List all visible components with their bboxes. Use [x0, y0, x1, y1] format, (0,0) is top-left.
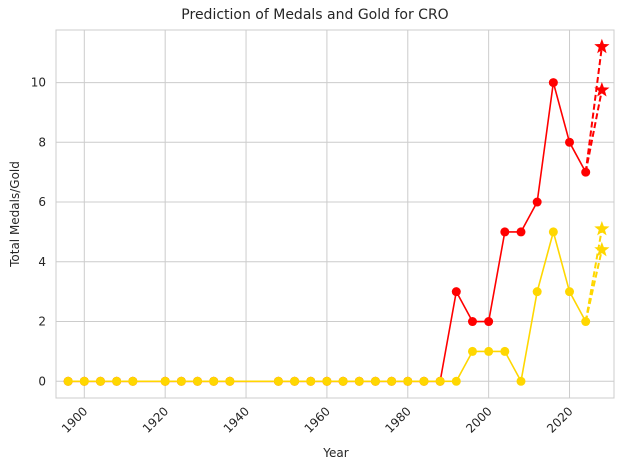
data-point-total: [467, 317, 477, 327]
data-point-gold: [322, 376, 332, 386]
plot-frame: [55, 29, 615, 399]
data-point-total: [516, 227, 526, 237]
y-tick-label: 4: [38, 255, 46, 269]
data-point-gold: [548, 227, 558, 237]
data-point-gold: [532, 287, 542, 297]
data-point-gold: [467, 346, 477, 356]
data-point-gold: [176, 376, 186, 386]
data-point-total: [532, 197, 542, 207]
data-point-gold: [419, 376, 429, 386]
data-point-gold: [338, 376, 348, 386]
data-point-total: [484, 317, 494, 327]
data-point-gold: [290, 376, 300, 386]
data-point-total: [581, 167, 591, 177]
series-gold: [63, 227, 591, 386]
data-point-gold: [79, 376, 89, 386]
data-point-gold: [225, 376, 235, 386]
y-tick-label: 2: [38, 315, 46, 329]
data-point-total: [451, 287, 461, 297]
data-point-gold: [63, 376, 73, 386]
series-line-total-prediction-upper: [584, 46, 603, 173]
prediction-star-total-prediction-lower: [594, 82, 610, 97]
data-point-gold: [112, 376, 122, 386]
y-axis-label: Total Medals/Gold: [8, 161, 22, 268]
series-line-gold: [68, 231, 587, 383]
data-point-gold: [306, 376, 316, 386]
data-point-gold: [128, 376, 138, 386]
data-point-gold: [484, 346, 494, 356]
data-point-gold: [370, 376, 380, 386]
series-line-gold-prediction-upper: [584, 228, 603, 322]
data-point-gold: [160, 376, 170, 386]
series-layer: [63, 38, 610, 386]
data-point-gold: [581, 317, 591, 327]
data-point-gold: [387, 376, 397, 386]
series-total-prediction-lower: [584, 82, 610, 173]
grid: [56, 30, 614, 398]
data-point-gold: [95, 376, 105, 386]
prediction-star-gold-prediction-upper: [594, 220, 610, 236]
data-point-gold: [516, 376, 526, 386]
data-point-gold: [565, 287, 575, 297]
series-total-prediction-upper: [584, 38, 610, 173]
data-point-gold: [435, 376, 445, 386]
data-point-gold: [451, 376, 461, 386]
data-point-total: [548, 78, 558, 88]
data-point-total: [565, 137, 575, 147]
prediction-star-total-prediction-upper: [594, 38, 610, 54]
chart-title: Prediction of Medals and Gold for CRO: [181, 7, 448, 23]
data-point-gold: [209, 376, 219, 386]
series-gold-prediction-upper: [584, 220, 610, 322]
y-tick-label: 10: [31, 76, 46, 90]
y-tick-label: 8: [38, 135, 46, 149]
prediction-star-gold-prediction-lower: [594, 241, 610, 257]
data-point-gold: [354, 376, 364, 386]
series-line-gold-prediction-lower: [584, 249, 603, 322]
series-gold-prediction-lower: [584, 241, 610, 322]
data-point-gold: [403, 376, 413, 386]
data-point-gold: [500, 346, 510, 356]
y-tick-label: 0: [38, 374, 46, 388]
x-axis-label: Year: [322, 446, 348, 460]
data-point-total: [500, 227, 510, 237]
data-point-gold: [273, 376, 283, 386]
series-line-total-prediction-lower: [584, 89, 603, 173]
data-point-gold: [193, 376, 203, 386]
y-tick-label: 6: [38, 195, 46, 209]
